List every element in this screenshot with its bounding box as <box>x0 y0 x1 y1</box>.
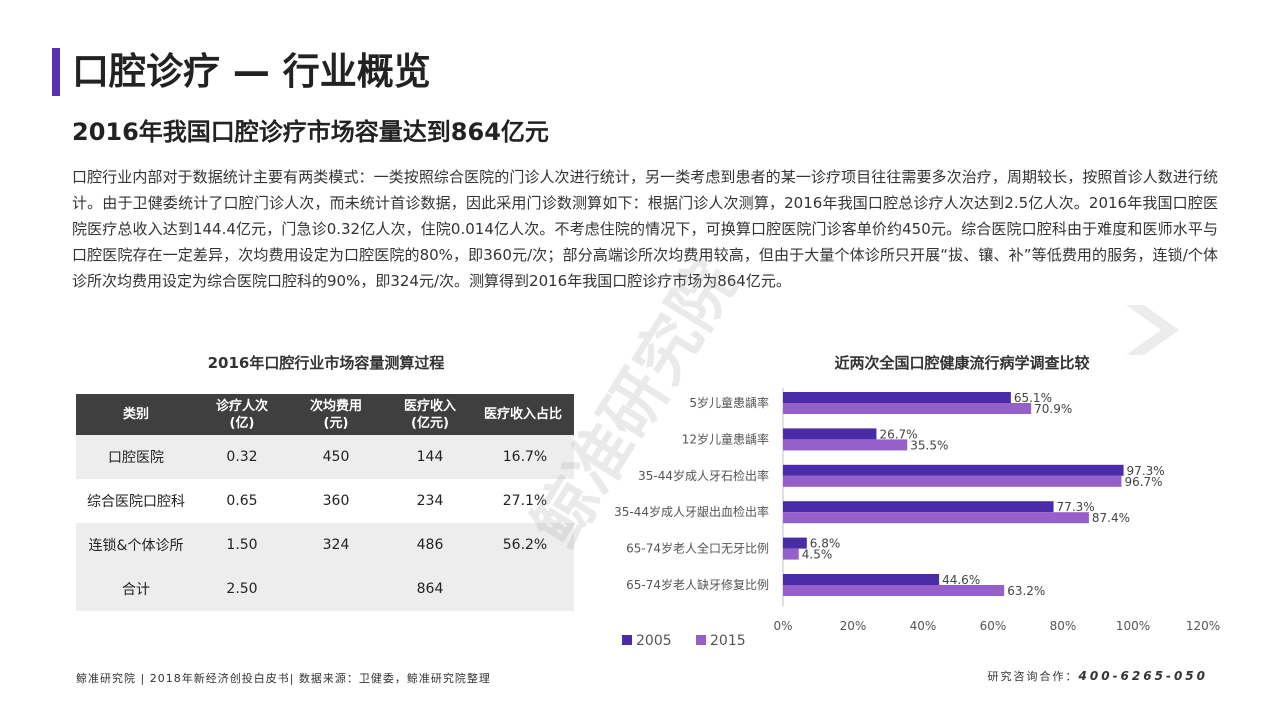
table-cell: 56.2% <box>476 523 574 567</box>
chart-data-label: 96.7% <box>1124 475 1162 489</box>
chart-data-label: 4.5% <box>802 548 833 562</box>
table-cell: 486 <box>384 523 476 567</box>
table-cell: 0.32 <box>196 435 288 479</box>
chart-bar <box>783 537 807 549</box>
chart-category-label: 65-74岁老人全口无牙比例 <box>626 541 769 556</box>
chart-legend-swatch <box>622 635 632 645</box>
chart-data-label: 97.3% <box>1127 464 1165 478</box>
table-cell: 0.65 <box>196 479 288 523</box>
chart-data-label: 77.3% <box>1057 500 1095 514</box>
chart-data-label: 70.9% <box>1034 402 1072 416</box>
table-header-cell: 医疗收入占比 <box>476 394 574 435</box>
table-header-cell: 诊疗人次 (亿) <box>196 394 288 435</box>
chart-tick-label: 0% <box>773 619 792 633</box>
chart-category-label: 35-44岁成人牙龈出血检出率 <box>614 504 769 519</box>
chart-data-label: 87.4% <box>1092 511 1130 525</box>
table-row: 综合医院口腔科 0.65 360 234 27.1% <box>76 479 574 523</box>
footer-source: 鲸准研究院 | 2018年新经济创投白皮书| 数据来源：卫健委，鲸准研究院整理 <box>76 672 491 685</box>
chart-legend-swatch <box>696 635 706 645</box>
table-row: 口腔医院 0.32 450 144 16.7% <box>76 435 574 479</box>
body-paragraph: 口腔行业内部对于数据统计主要有两类模式：一类按照综合医院的门诊人次进行统计，另一… <box>72 168 1218 290</box>
chart-tick-label: 120% <box>1186 619 1220 633</box>
page-subtitle: 2016年我国口腔诊疗市场容量达到864亿元 <box>72 118 549 146</box>
chart-data-label: 63.2% <box>1007 584 1045 598</box>
chart-category-label: 5岁儿童患龋率 <box>689 395 769 410</box>
chart-tick-label: 20% <box>840 619 867 633</box>
page-title: 口腔诊疗 — 行业概览 <box>72 50 431 93</box>
footer-contact: 研究咨询合作：400-6265-050 <box>988 668 1208 684</box>
chart-data-label: 35.5% <box>910 438 948 452</box>
chart-bar <box>783 464 1124 476</box>
table-cell: 1.50 <box>196 523 288 567</box>
table-cell: 口腔医院 <box>76 435 196 479</box>
table-cell: 综合医院口腔科 <box>76 479 196 523</box>
table-header-cell: 类别 <box>76 394 196 435</box>
table-title: 2016年口腔行业市场容量测算过程 <box>207 354 445 372</box>
chart-bar <box>783 501 1054 513</box>
market-size-table: 类别 诊疗人次 (亿) 次均费用 (元) 医疗收入 (亿元) 医疗收入占比 口腔… <box>76 394 574 611</box>
chart-tick-label: 60% <box>980 619 1007 633</box>
chart-tick-label: 40% <box>910 619 937 633</box>
table-cell: 2.50 <box>196 567 288 611</box>
chart-bar <box>783 392 1011 403</box>
table-cell: 27.1% <box>476 479 574 523</box>
chart-tick-label: 80% <box>1050 619 1077 633</box>
table-cell <box>476 567 574 611</box>
chart-bar <box>783 403 1032 414</box>
table-cell: 连锁&个体诊所 <box>76 523 196 567</box>
chart-bar <box>783 439 908 451</box>
chart-data-label: 65.1% <box>1014 391 1052 405</box>
table-cell: 360 <box>288 479 384 523</box>
table-header-row: 类别 诊疗人次 (亿) 次均费用 (元) 医疗收入 (亿元) 医疗收入占比 <box>76 394 574 435</box>
table-cell: 144 <box>384 435 476 479</box>
table-cell: 324 <box>288 523 384 567</box>
chart-data-label: 26.7% <box>879 427 917 441</box>
chart-category-label: 12岁儿童患龋率 <box>682 431 769 446</box>
chart-legend-label: 2015 <box>710 633 746 649</box>
table-header-cell: 医疗收入 (亿元) <box>384 394 476 435</box>
chart-tick-label: 100% <box>1116 619 1150 633</box>
table-row: 合计 2.50 864 <box>76 567 574 611</box>
chart-bar <box>783 574 940 585</box>
chart-legend-label: 2005 <box>636 633 672 649</box>
chart-data-label: 44.6% <box>942 573 980 587</box>
table-cell: 16.7% <box>476 435 574 479</box>
chart-bar <box>783 548 799 560</box>
table-cell: 合计 <box>76 567 196 611</box>
chart-title: 近两次全国口腔健康流行病学调查比较 <box>834 354 1090 372</box>
chart-bar <box>783 428 877 440</box>
table-cell: 450 <box>288 435 384 479</box>
chart-bar <box>783 512 1089 524</box>
epidemiology-bar-chart: 5岁儿童患龋率 65.1%70.9% 12岁儿童患龋率 26.7%35.5% 35-44… <box>614 388 1220 649</box>
table-cell: 864 <box>384 567 476 611</box>
table-cell: 234 <box>384 479 476 523</box>
footer-contact-label: 研究咨询合作： <box>987 670 1079 683</box>
chart-bar <box>783 585 1005 596</box>
table-row: 连锁&个体诊所 1.50 324 486 56.2% <box>76 523 574 567</box>
table-cell <box>288 567 384 611</box>
title-accent-bar <box>52 48 60 96</box>
table-header-cell: 次均费用 (元) <box>288 394 384 435</box>
footer-phone: 400-6265-050 <box>1078 669 1208 683</box>
chart-data-label: 6.8% <box>810 537 841 551</box>
chart-bar <box>783 475 1122 487</box>
chart-category-label: 65-74岁老人缺牙修复比例 <box>626 577 769 592</box>
chevron-decoration-icon <box>1126 305 1179 355</box>
chart-category-label: 35-44岁成人牙石检出率 <box>638 468 769 483</box>
